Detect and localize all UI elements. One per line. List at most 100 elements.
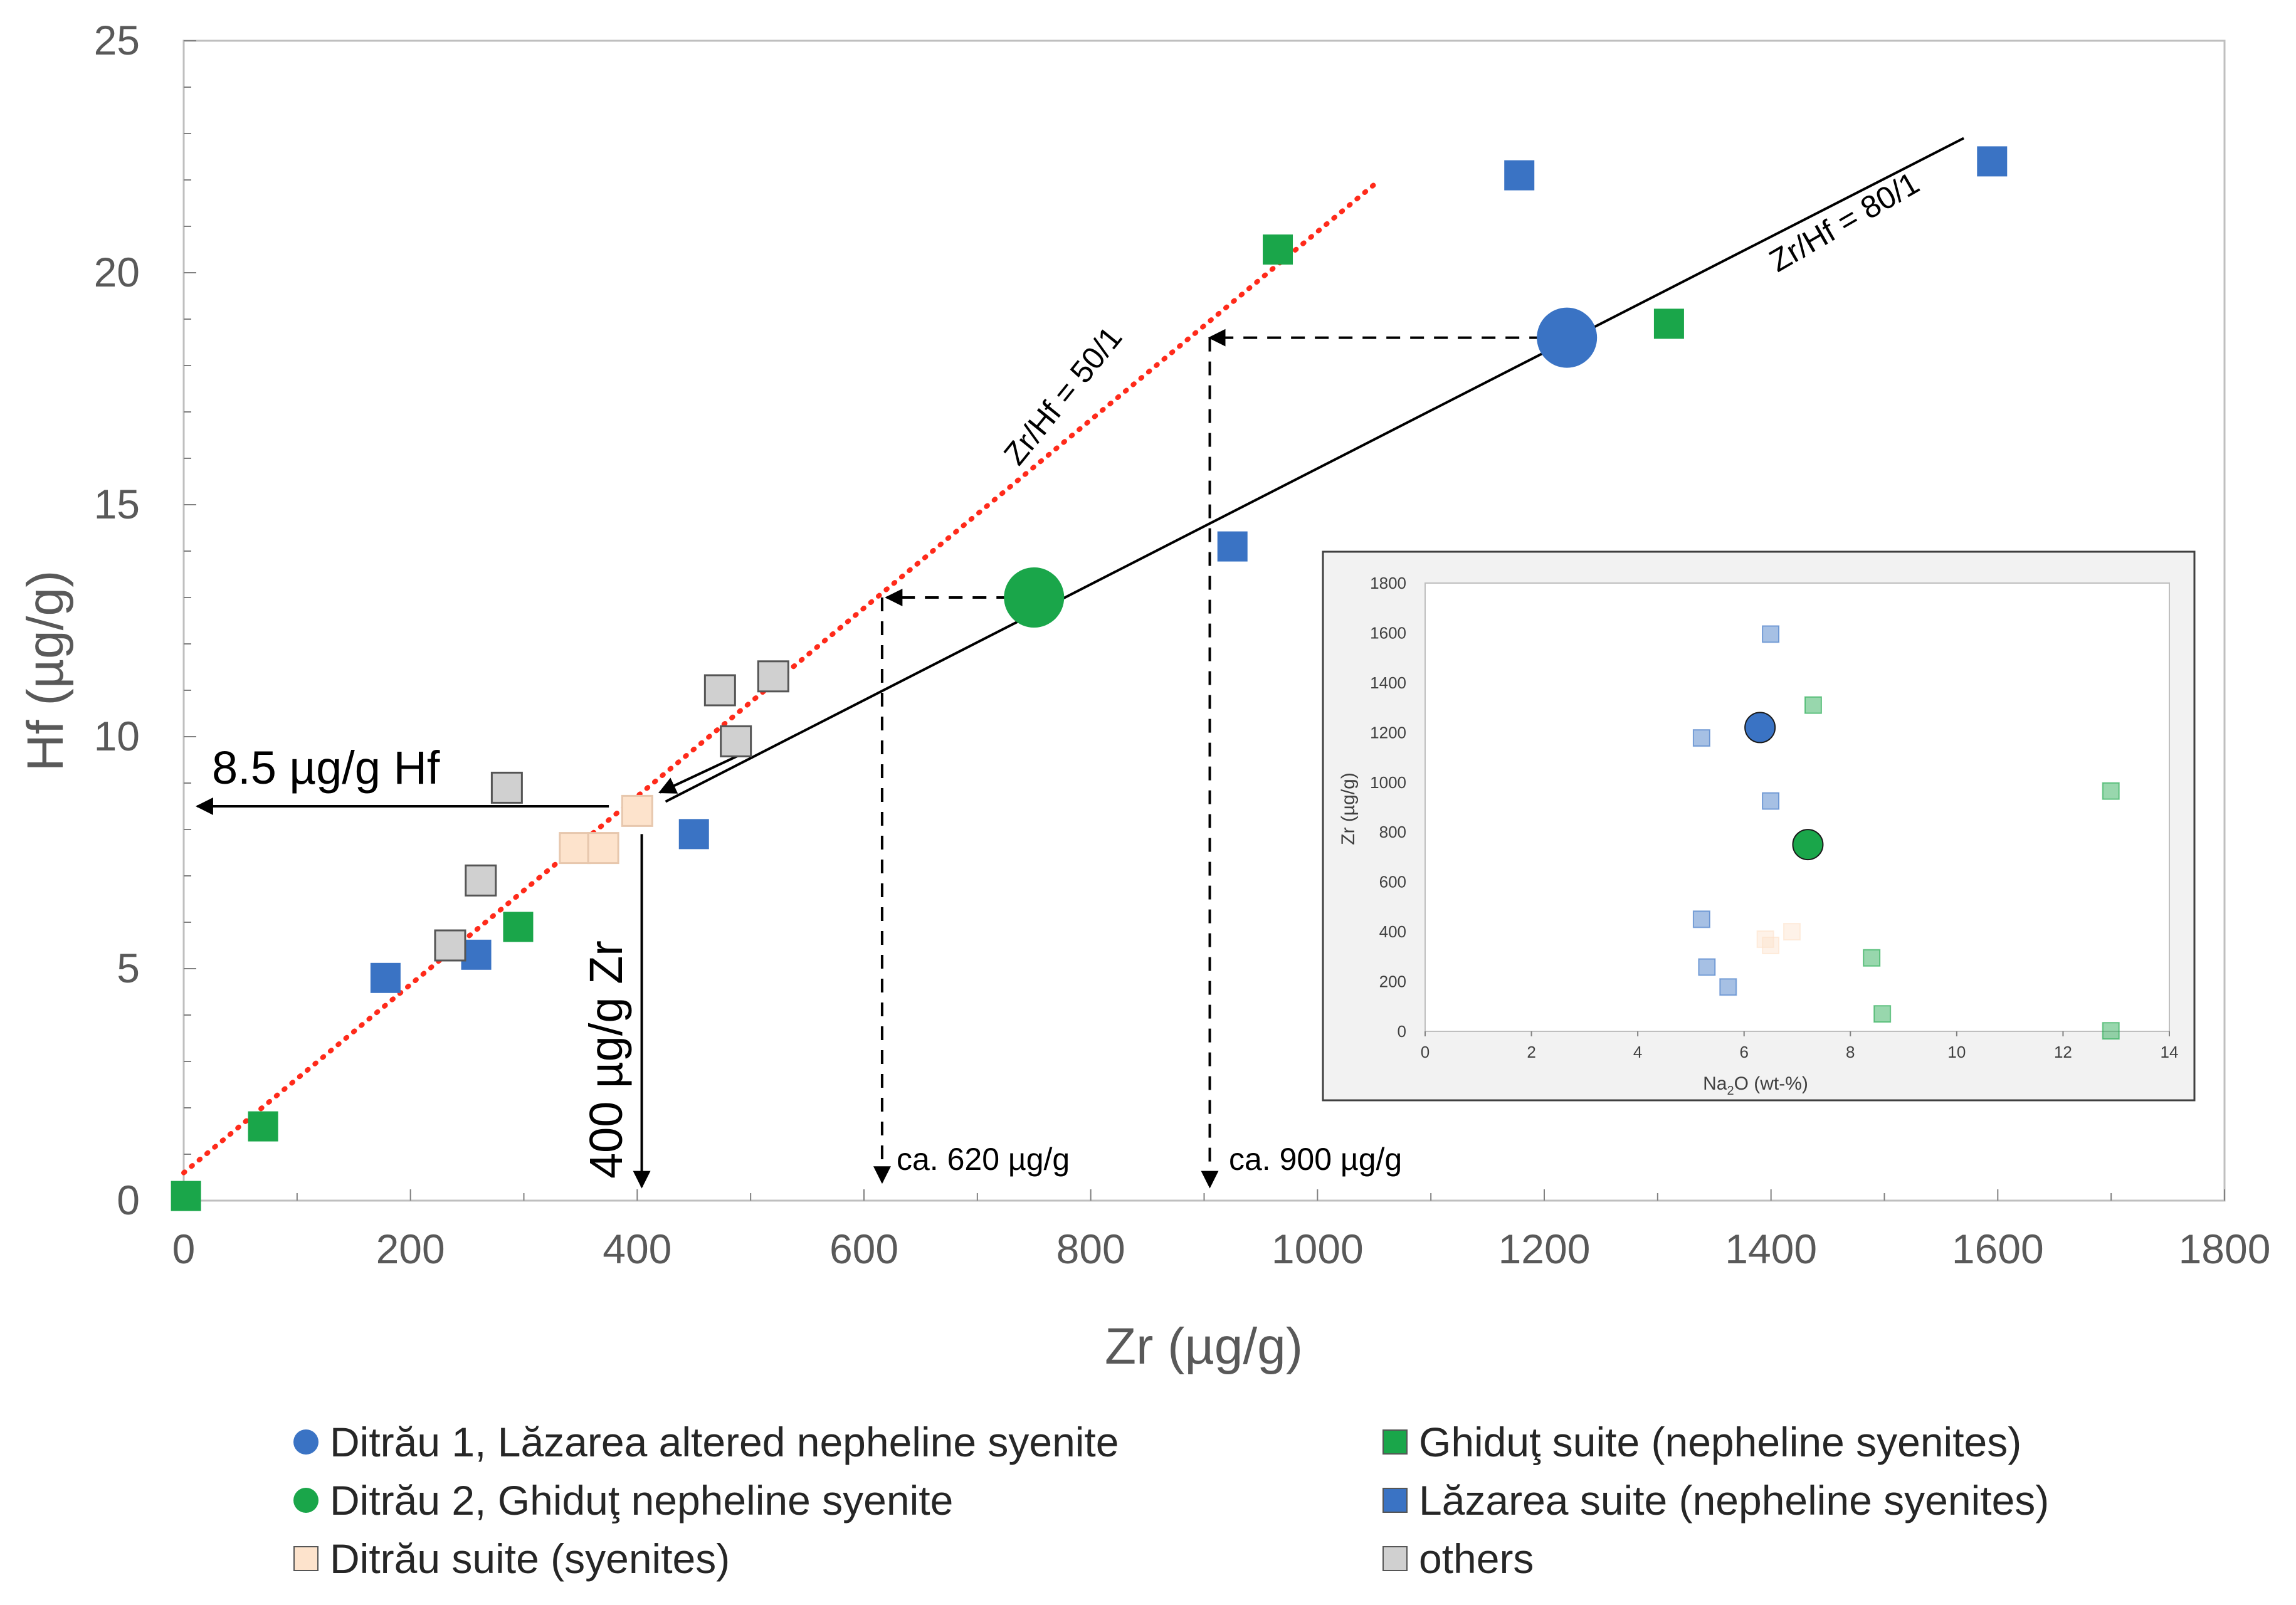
inset-point-square — [1719, 978, 1737, 996]
ca900-annotation: ca. 900 µg/g — [1229, 1142, 1402, 1177]
inset-y-tick-label: 1400 — [1370, 673, 1406, 692]
hf-annotation: 8.5 µg/g Hf — [212, 742, 440, 794]
inset-y-tick-label: 1000 — [1370, 773, 1406, 792]
inset-x-ticks: 0 2 4 6 8 10 12 14 — [1421, 1031, 2179, 1061]
inset-y-ticks: 0 200 400 600 800 1000 1200 1400 1600 1800 — [1370, 574, 1406, 1041]
legend-item: Ghiduţ suite (nepheline syenites) — [1382, 1418, 2021, 1466]
inset-point-square — [2102, 1022, 2120, 1040]
data-point-square — [370, 962, 401, 993]
inset-point-circle — [1744, 712, 1776, 744]
data-point-square — [248, 1111, 278, 1142]
inset-x-tick-label: 4 — [1633, 1043, 1642, 1061]
y-tick-label: 15 — [94, 481, 140, 527]
legend-marker-circle-green — [293, 1488, 319, 1513]
y-tick-label: 0 — [117, 1177, 140, 1223]
x-tick-label: 800 — [1056, 1226, 1125, 1272]
inset-point-square — [1698, 958, 1716, 976]
inset-y-title: Zr (µg/g) — [1338, 772, 1359, 845]
inset-y-tick-label: 1800 — [1370, 574, 1406, 592]
data-point-square — [465, 864, 497, 897]
x-tick-label: 1800 — [2179, 1226, 2271, 1272]
data-point-square — [490, 771, 523, 804]
inset-point-square — [1756, 930, 1774, 949]
guide-arrow-ratio — [658, 754, 740, 794]
legend-label: Lăzarea suite (nepheline syenites) — [1419, 1477, 2050, 1523]
data-point-square — [1217, 531, 1248, 562]
inset-x-tick-label: 6 — [1739, 1043, 1748, 1061]
legend-item: Ditrău 2, Ghiduţ nepheline syenite — [293, 1476, 953, 1524]
y-tick-label: 20 — [94, 249, 140, 295]
data-point-circle — [1537, 307, 1598, 368]
legend-label: Ditrău 1, Lăzarea altered nepheline syen… — [330, 1419, 1119, 1465]
x-tick-label: 600 — [829, 1226, 898, 1272]
x-tick-label: 1400 — [1725, 1226, 1817, 1272]
legend-item: others — [1382, 1535, 1534, 1582]
data-markers — [171, 146, 2008, 1211]
legend-marker-square-blue — [1382, 1488, 1408, 1513]
legend-label: Ghiduţ suite (nepheline syenites) — [1419, 1419, 2022, 1465]
legend-marker-square-peach — [293, 1546, 319, 1571]
inset-x-tick-label: 12 — [2054, 1043, 2072, 1061]
data-point-square — [559, 832, 591, 865]
data-point-square — [678, 819, 709, 850]
inset-point-square — [1762, 625, 1780, 643]
inset-point-square — [1692, 729, 1710, 747]
y-axis-title: Hf (µg/g) — [17, 571, 74, 772]
data-point-square — [720, 725, 752, 757]
zr-annotation: 400 µg/g Zr — [580, 940, 632, 1179]
inset-point-square — [1762, 792, 1780, 810]
inset-point-square — [1804, 696, 1822, 714]
inset-x-tick-label: 8 — [1846, 1043, 1855, 1061]
inset-point-square — [1873, 1005, 1892, 1023]
y-tick-label: 25 — [94, 17, 140, 63]
ratio-80-line — [665, 137, 1964, 803]
inset-point-square — [1783, 923, 1801, 941]
inset-y-tick-label: 600 — [1379, 873, 1406, 892]
data-point-square — [461, 939, 492, 970]
x-axis-title: Zr (µg/g) — [1105, 1318, 1303, 1375]
legend-item: Ditrău 1, Lăzarea altered nepheline syen… — [293, 1418, 1119, 1466]
legend-marker-square-green — [1382, 1429, 1408, 1455]
inset-x-tick-label: 14 — [2161, 1043, 2179, 1061]
inset-point-square — [1762, 936, 1780, 954]
inset-y-tick-label: 1200 — [1370, 723, 1406, 742]
data-point-square — [503, 912, 534, 942]
data-point-square — [587, 832, 619, 865]
legend-label: others — [1419, 1535, 1534, 1582]
inset-points — [1692, 625, 2120, 1040]
data-point-square — [1977, 146, 2008, 177]
inset-point-square — [1863, 949, 1881, 967]
x-tick-label: 1000 — [1272, 1226, 1364, 1272]
data-point-square — [1504, 160, 1535, 191]
inset-x-tick-label: 2 — [1527, 1043, 1535, 1061]
legend-label: Ditrău suite (syenites) — [330, 1535, 730, 1582]
x-tick-label: 0 — [172, 1226, 196, 1272]
inset-y-tick-label: 800 — [1379, 823, 1406, 841]
x-tick-label: 400 — [603, 1226, 671, 1272]
legend-item: Ditrău suite (syenites) — [293, 1535, 730, 1582]
legend-label: Ditrău 2, Ghiduţ nepheline syenite — [330, 1477, 954, 1523]
data-point-circle — [1004, 567, 1065, 628]
inset-x-tick-label: 10 — [1947, 1043, 1966, 1061]
inset-y-tick-label: 0 — [1398, 1022, 1406, 1041]
legend-marker-square-gray — [1382, 1546, 1408, 1571]
x-tick-label: 1600 — [1952, 1226, 2044, 1272]
inset-point-circle — [1792, 829, 1824, 861]
data-point-square — [703, 674, 736, 707]
inset-point-square — [2102, 782, 2120, 800]
ratio-80-label: Zr/Hf = 80/1 — [1764, 165, 1925, 278]
legend-marker-circle-blue — [293, 1429, 319, 1455]
inset-x-tick-label: 0 — [1421, 1043, 1430, 1061]
legend-item: Lăzarea suite (nepheline syenites) — [1382, 1476, 2049, 1524]
ca620-annotation: ca. 620 µg/g — [897, 1142, 1070, 1177]
inset-chart: 0 2 4 6 8 10 12 14 0 200 400 600 800 1000 1200 1400 160… — [1322, 550, 2196, 1102]
y-tick-label: 5 — [117, 945, 140, 991]
x-axis-ticks: 0 200 400 600 800 1000 1200 1400 1600 1800 — [172, 1189, 2271, 1272]
guide-lines — [195, 329, 1567, 1189]
y-tick-label: 10 — [94, 713, 140, 759]
data-point-square — [757, 660, 789, 693]
data-point-square — [1263, 234, 1293, 265]
data-point-square — [621, 794, 653, 827]
y-axis-ticks: 0 5 10 15 20 25 — [94, 17, 196, 1223]
